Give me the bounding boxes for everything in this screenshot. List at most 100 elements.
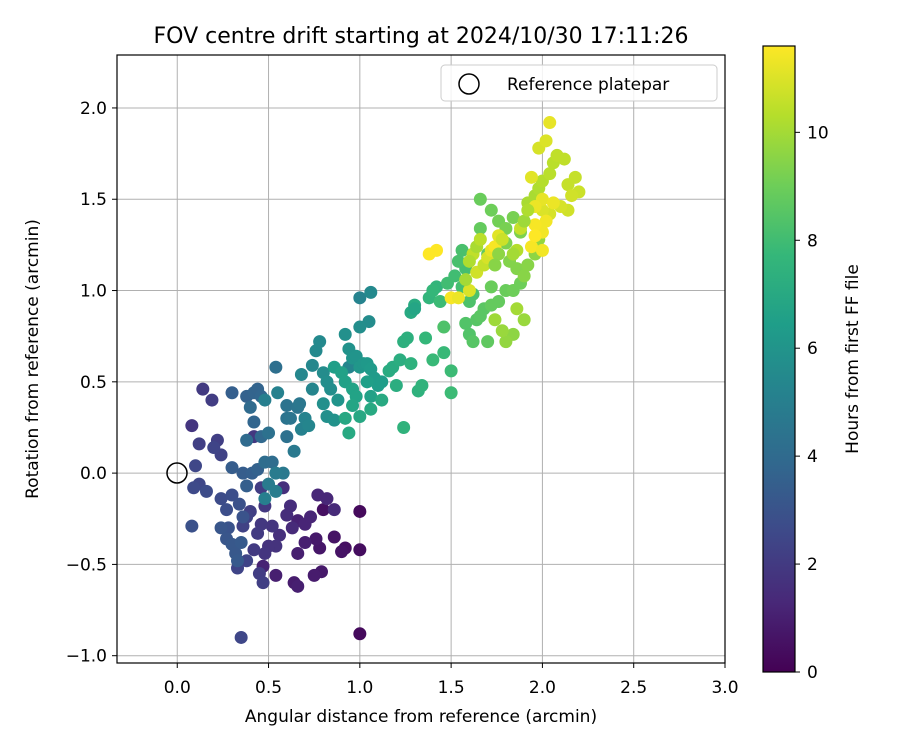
y-tick-label: 1.5 bbox=[80, 190, 107, 210]
data-point bbox=[265, 455, 279, 469]
x-tick-label: 2.0 bbox=[529, 678, 556, 698]
x-tick-label: 0.5 bbox=[255, 678, 282, 698]
data-point bbox=[568, 170, 582, 184]
reference-point-marker bbox=[166, 462, 188, 484]
data-point bbox=[232, 497, 246, 511]
data-point bbox=[309, 532, 323, 546]
y-tick-label: −1.0 bbox=[66, 647, 107, 667]
data-point bbox=[484, 280, 498, 294]
data-point bbox=[528, 229, 542, 243]
plot-frame bbox=[116, 54, 726, 664]
data-point bbox=[304, 510, 318, 524]
data-point bbox=[338, 411, 352, 425]
data-point bbox=[543, 167, 557, 181]
data-point bbox=[400, 331, 414, 345]
data-point bbox=[444, 364, 458, 378]
y-tick-label: 0.5 bbox=[80, 373, 107, 393]
data-point bbox=[364, 389, 378, 403]
y-tick-label: 1.0 bbox=[80, 282, 107, 302]
data-point bbox=[404, 357, 418, 371]
data-point bbox=[189, 459, 203, 473]
data-point bbox=[484, 203, 498, 217]
data-point bbox=[287, 444, 301, 458]
legend-frame bbox=[440, 64, 718, 102]
x-tick-label: 1.0 bbox=[346, 678, 373, 698]
data-point bbox=[305, 358, 319, 372]
data-point bbox=[535, 243, 549, 257]
data-point bbox=[342, 426, 356, 440]
data-point bbox=[495, 324, 509, 338]
y-tick-label: 2.0 bbox=[80, 99, 107, 119]
data-point bbox=[262, 426, 276, 440]
data-point bbox=[258, 393, 272, 407]
data-point bbox=[364, 285, 378, 299]
data-point bbox=[313, 335, 327, 349]
data-point bbox=[305, 382, 319, 396]
data-point bbox=[499, 335, 513, 349]
data-point bbox=[353, 627, 367, 641]
y-tick-label: −0.5 bbox=[66, 555, 107, 575]
y-tick-label: 0.0 bbox=[80, 464, 107, 484]
data-point bbox=[240, 433, 254, 447]
data-point bbox=[360, 375, 374, 389]
data-point bbox=[243, 400, 257, 414]
data-point bbox=[510, 302, 524, 316]
data-point bbox=[335, 545, 349, 559]
data-point bbox=[240, 479, 254, 493]
data-point bbox=[397, 420, 411, 434]
data-point bbox=[393, 353, 407, 367]
legend-open-circle-icon bbox=[458, 73, 480, 95]
data-point bbox=[557, 152, 571, 166]
data-points bbox=[185, 116, 586, 644]
data-point bbox=[207, 441, 221, 455]
x-tick-label: 1.5 bbox=[438, 678, 465, 698]
data-point bbox=[285, 521, 299, 535]
data-point bbox=[488, 258, 502, 272]
data-point bbox=[320, 492, 334, 506]
data-point bbox=[269, 360, 283, 374]
colorbar-tick-label: 6 bbox=[807, 339, 818, 359]
x-tick-label: 0.0 bbox=[164, 678, 191, 698]
data-point bbox=[331, 393, 345, 407]
data-point bbox=[426, 284, 440, 298]
data-point bbox=[236, 510, 250, 524]
data-point bbox=[433, 294, 447, 308]
data-point bbox=[327, 503, 341, 517]
data-point bbox=[205, 393, 219, 407]
data-point bbox=[473, 232, 487, 246]
data-point bbox=[234, 630, 248, 644]
data-point bbox=[280, 508, 294, 522]
data-point bbox=[492, 294, 506, 308]
legend: Reference platepar bbox=[440, 64, 718, 102]
data-point bbox=[375, 393, 389, 407]
data-point bbox=[451, 254, 465, 268]
colorbar-tick-label: 0 bbox=[807, 663, 818, 683]
data-point bbox=[353, 410, 367, 424]
data-point bbox=[462, 284, 476, 298]
data-point bbox=[389, 378, 403, 392]
data-point bbox=[258, 492, 272, 506]
data-point bbox=[280, 399, 294, 413]
x-axis-label: Angular distance from reference (arcmin) bbox=[245, 707, 597, 727]
data-point bbox=[448, 269, 462, 283]
data-point bbox=[247, 543, 261, 557]
data-point bbox=[437, 346, 451, 360]
data-point bbox=[220, 503, 234, 517]
data-point bbox=[462, 254, 476, 268]
data-point bbox=[375, 375, 389, 389]
data-point bbox=[327, 413, 341, 427]
data-point bbox=[225, 461, 239, 475]
data-point bbox=[234, 535, 248, 549]
data-point bbox=[506, 210, 520, 224]
data-point bbox=[466, 335, 480, 349]
data-point bbox=[473, 221, 487, 235]
data-point bbox=[492, 247, 506, 261]
data-point bbox=[185, 419, 199, 433]
colorbar-tick-label: 2 bbox=[807, 555, 818, 575]
data-point bbox=[524, 170, 538, 184]
data-point bbox=[565, 189, 579, 203]
data-point bbox=[199, 484, 213, 498]
data-point bbox=[346, 399, 360, 413]
data-point bbox=[327, 530, 341, 544]
